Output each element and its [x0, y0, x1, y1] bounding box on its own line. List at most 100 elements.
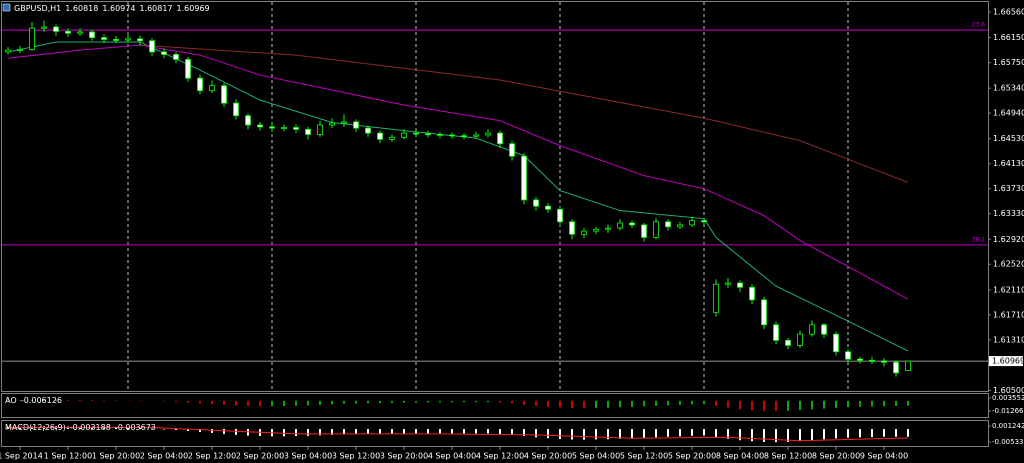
histogram-bar	[175, 429, 177, 430]
histogram-bar	[775, 429, 777, 443]
histogram-bar	[439, 400, 441, 403]
candle-body	[653, 221, 659, 238]
candle-body	[629, 222, 635, 226]
candle-body	[701, 220, 707, 223]
histogram-bar	[667, 429, 669, 437]
histogram-bar	[667, 400, 669, 406]
candle-body	[281, 127, 287, 129]
histogram-bar	[271, 400, 273, 407]
histogram-bar	[823, 429, 825, 440]
histogram-bar	[859, 400, 861, 407]
histogram-bar	[475, 429, 477, 434]
histogram-bar	[619, 429, 621, 439]
candle-body	[617, 222, 623, 229]
histogram-bar	[199, 429, 201, 432]
histogram-bar	[883, 400, 885, 407]
histogram-bar	[19, 400, 21, 401]
histogram-bar	[751, 400, 753, 411]
candle-body	[377, 132, 383, 140]
candle-body	[461, 135, 467, 138]
candle-body	[113, 39, 119, 41]
histogram-bar	[43, 399, 45, 401]
histogram-bar	[439, 429, 441, 434]
candle-body	[269, 126, 275, 129]
histogram-bar	[163, 429, 165, 430]
candle-body	[785, 340, 791, 346]
signal-readout: -0.003673	[115, 423, 156, 432]
histogram-bar	[535, 400, 537, 406]
candle-body	[17, 49, 23, 51]
macd-name: MACD(12,26,9)	[5, 423, 66, 432]
y-tick-label: 0.001242	[992, 422, 1024, 430]
candle-body	[5, 49, 11, 53]
candle-body	[329, 122, 335, 126]
histogram-bar	[487, 400, 489, 403]
symbol: GBPUSD,H1	[14, 4, 61, 13]
histogram-bar	[679, 400, 681, 405]
y-tick-label: -0.012666	[992, 407, 1024, 415]
chart-title: GBPUSD,H1 1.60818 1.60974 1.60817 1.60969	[14, 4, 210, 13]
histogram-bar	[451, 429, 453, 434]
candle-body	[221, 85, 227, 104]
histogram-bar	[463, 429, 465, 434]
histogram-bar	[499, 400, 501, 403]
histogram-bar	[355, 400, 357, 404]
histogram-bar	[151, 400, 153, 402]
x-tick-label: 5 Sep 04:00	[572, 452, 620, 461]
x-tick-label: 3 Sep 04:00	[284, 452, 332, 461]
histogram-bar	[247, 400, 249, 406]
histogram-bar	[187, 429, 189, 431]
histogram-bar	[283, 400, 285, 406]
candle-body	[293, 127, 299, 130]
histogram-bar	[691, 400, 693, 405]
candle-body	[689, 220, 695, 226]
candle-body	[449, 134, 455, 137]
x-tick-label: 5 Sep 20:00	[668, 452, 716, 461]
x-tick-label: 1 Sep 12:00	[44, 452, 92, 461]
histogram-bar	[331, 400, 333, 405]
histogram-bar	[7, 400, 9, 401]
histogram-bar	[223, 400, 225, 405]
candle-body	[581, 230, 587, 235]
candle-body	[905, 360, 911, 371]
histogram-bar	[871, 400, 873, 407]
ao-readout: -0.006126	[21, 396, 62, 405]
histogram-bar	[235, 400, 237, 406]
histogram-bar	[283, 429, 285, 437]
candle-body	[197, 77, 203, 92]
y-tick-label: 1.62520	[993, 260, 1024, 269]
histogram-bar	[655, 400, 657, 406]
histogram-bar	[307, 400, 309, 406]
candle-body	[341, 121, 347, 124]
low-readout: 1.60817	[139, 4, 172, 13]
histogram-bar	[451, 400, 453, 403]
histogram-bar	[103, 400, 105, 401]
x-tick-label: 4 Sep 20:00	[524, 452, 572, 461]
y-tick-label: 0.003552	[992, 394, 1024, 402]
histogram-bar	[703, 400, 705, 405]
y-tick-label: 1.66150	[993, 33, 1024, 42]
candle-body	[845, 351, 851, 360]
x-tick-label: 2 Sep 12:00	[188, 452, 236, 461]
y-tick-label: 1.65340	[993, 84, 1024, 93]
histogram-bar	[415, 400, 417, 403]
histogram-bar	[763, 429, 765, 442]
x-tick-label: 4 Sep 12:00	[476, 452, 524, 461]
histogram-bar	[211, 400, 213, 405]
histogram-bar	[487, 429, 489, 434]
x-tick-label: 5 Sep 12:00	[620, 452, 668, 461]
ao-panel-frame	[1, 393, 989, 418]
histogram-bar	[511, 400, 513, 404]
histogram-bar	[511, 429, 513, 435]
candle-body	[713, 283, 719, 313]
candle-body	[173, 54, 179, 60]
histogram-bar	[895, 400, 897, 406]
histogram-bar	[415, 429, 417, 434]
histogram-bar	[835, 429, 837, 439]
level-label: 23.6	[972, 22, 986, 29]
histogram-bar	[499, 429, 501, 434]
histogram-bar	[547, 429, 549, 439]
candle-body	[485, 132, 491, 136]
candle-body	[761, 299, 767, 326]
